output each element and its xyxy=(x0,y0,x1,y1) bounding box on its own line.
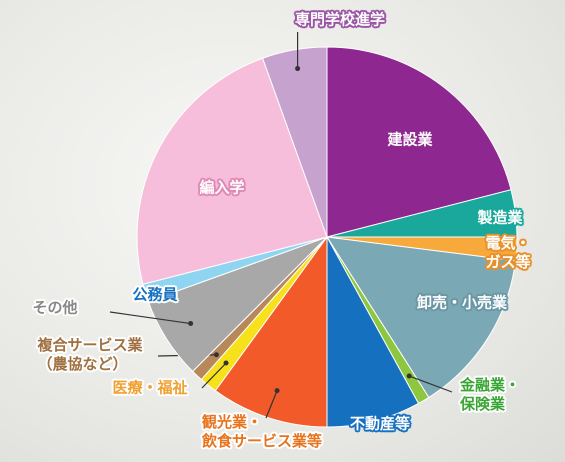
slice-label: 編入学 xyxy=(199,178,245,197)
slice-label: 電気・ガス等 xyxy=(485,234,531,271)
leader-dot xyxy=(274,388,280,394)
leader-dot xyxy=(188,321,194,327)
slice-label: その他 xyxy=(32,298,78,317)
leader-dot xyxy=(295,66,301,72)
leader-line xyxy=(265,390,278,419)
slice-label: 公務員 xyxy=(132,285,178,304)
slice-label: 不動産等 xyxy=(349,414,411,433)
slice-label: 専門学校進学 xyxy=(294,10,386,29)
leader-dot xyxy=(223,360,229,366)
slice-label: 観光業・ 飲食サービス業等 xyxy=(201,413,323,450)
pie-slice xyxy=(326,46,512,238)
slice-label: 複合サービス業 （農協など） xyxy=(37,336,143,373)
slice-label: 建設業 xyxy=(387,130,433,149)
leader-line xyxy=(201,362,227,389)
leader-dot xyxy=(406,373,412,379)
slice-label: 医療・福祉 xyxy=(112,378,188,397)
leader-line xyxy=(409,375,453,393)
pie-slice xyxy=(326,236,517,399)
slice-label: 製造業 xyxy=(477,208,523,227)
slice-label: 卸売・小売業 xyxy=(416,293,508,312)
pie-slice xyxy=(326,236,420,428)
leader-line xyxy=(109,311,191,325)
slice-label: 金融業・ 保険業 xyxy=(459,376,521,413)
pie-slice xyxy=(136,57,328,285)
pie-slice xyxy=(214,235,328,428)
pie-slice xyxy=(262,46,328,238)
leader-dot xyxy=(213,352,219,358)
